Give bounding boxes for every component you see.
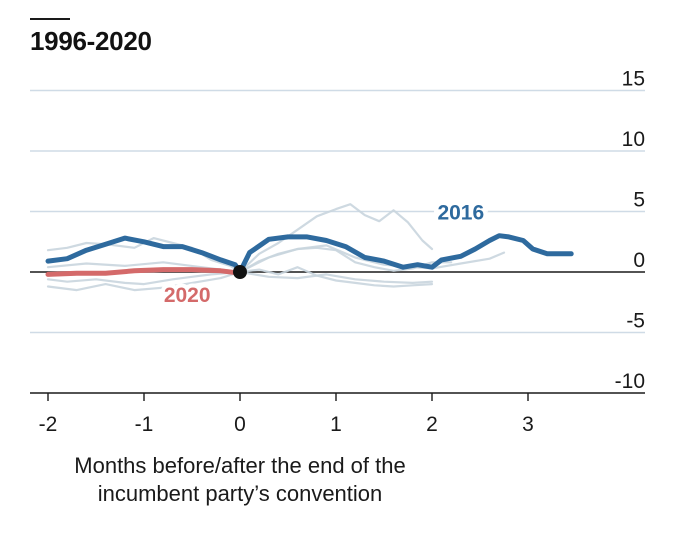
series-label-2020: 2020 (164, 284, 211, 307)
y-axis-labels: 15 10 5 0 -5 -10 (615, 68, 645, 394)
y-tick-label: 0 (633, 249, 645, 272)
y-tick-label: 5 (633, 189, 645, 212)
y-tick-label: -10 (615, 370, 645, 393)
x-tick-label: -1 (135, 413, 154, 436)
y-tick-label: -5 (626, 310, 645, 333)
x-axis: -2 -1 0 1 2 3 (39, 393, 534, 436)
x-tick-label: 3 (522, 413, 534, 436)
x-tick-label: 2 (426, 413, 438, 436)
x-tick-label: 0 (234, 413, 246, 436)
y-tick-label: 15 (622, 68, 645, 91)
series-line-2016 (45, 233, 574, 275)
series-line-background (238, 244, 506, 274)
chart-title: 1996-2020 (30, 26, 152, 56)
series-line-background (46, 261, 434, 284)
series-annotations: 2016 2020 (160, 198, 488, 311)
series-line-background (46, 266, 434, 292)
series-lines (45, 203, 574, 292)
x-tick-label: 1 (330, 413, 342, 436)
y-tick-label: 10 (622, 128, 645, 151)
origin-marker (233, 265, 247, 279)
x-axis-label: Months before/after the end of the incum… (74, 453, 406, 506)
title-rule (30, 18, 70, 20)
series-line-background (46, 203, 434, 286)
x-tick-label: -2 (39, 413, 58, 436)
series-line-2020 (45, 267, 243, 277)
series-label-2016: 2016 (437, 202, 484, 225)
